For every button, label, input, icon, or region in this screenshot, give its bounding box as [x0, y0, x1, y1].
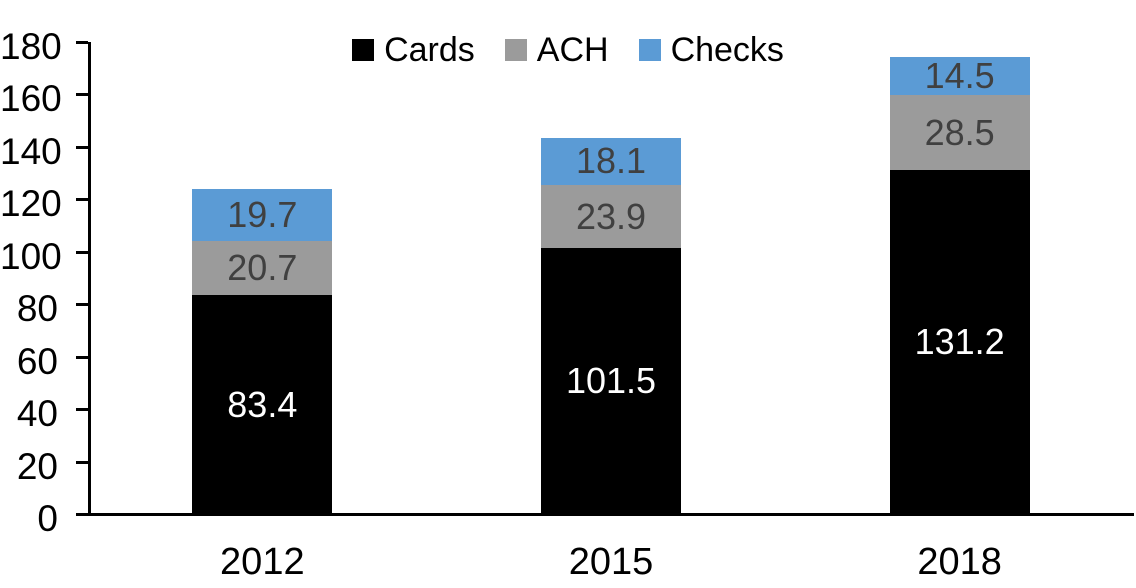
bar-value-label: 18.1	[575, 140, 647, 182]
bar-segment-2018-checks: 14.5	[889, 55, 1030, 97]
bar-value-label: 101.5	[565, 359, 657, 401]
y-tick-label-180: 180	[0, 26, 62, 67]
y-tick-mark-120	[76, 198, 88, 202]
y-tick-label-80: 80	[16, 288, 58, 330]
bar-value-label: 23.9	[575, 195, 647, 237]
y-tick-label-20: 20	[16, 445, 58, 487]
legend-item-ach: ACH	[504, 31, 609, 69]
bar-segment-2018-cards: 131.2	[889, 169, 1030, 514]
bar-segment-2012-cards: 83.4	[192, 295, 333, 514]
bar-value-label: 19.7	[227, 194, 298, 236]
legend-label-cards: Cards	[384, 31, 475, 69]
y-tick-label-40: 40	[16, 393, 58, 435]
legend-label-checks: Checks	[670, 31, 784, 69]
bar-segment-2018-ach: 28.5	[889, 95, 1030, 170]
bar-segment-2015-ach: 23.9	[541, 185, 681, 248]
y-tick-label-120: 120	[0, 183, 62, 225]
legend-item-checks: Checks	[638, 31, 784, 69]
y-tick-mark-140	[76, 145, 88, 149]
y-axis-line	[88, 42, 91, 516]
chart-legend: Cards ACH Checks	[0, 30, 1136, 70]
y-tick-mark-180	[76, 41, 88, 44]
y-tick-label-160: 160	[0, 78, 62, 120]
y-tick-mark-100	[76, 250, 88, 254]
bar-segment-2015-cards: 101.5	[541, 247, 681, 514]
y-tick-label-100: 100	[0, 235, 62, 277]
bar-value-label: 28.5	[924, 111, 995, 153]
y-tick-mark-160	[76, 93, 88, 97]
legend-label-ach: ACH	[536, 31, 609, 69]
legend-item-cards: Cards	[352, 33, 475, 67]
legend-swatch-ach-icon	[504, 39, 527, 61]
bar-segment-2012-ach: 20.7	[192, 241, 333, 296]
bar-value-label: 20.7	[227, 247, 298, 289]
bar-value-label: 14.5	[924, 55, 995, 97]
legend-swatch-checks-icon	[638, 39, 661, 61]
bar-segment-2012-checks: 19.7	[192, 189, 333, 242]
y-tick-mark-80	[76, 303, 88, 307]
bar-value-label: 131.2	[914, 320, 1005, 362]
y-tick-mark-0	[76, 513, 88, 516]
x-axis-line	[76, 513, 1134, 516]
y-tick-label-140: 140	[0, 130, 62, 172]
bar-value-label: 83.4	[227, 383, 298, 425]
x-axis-label-2012: 2012	[220, 541, 305, 583]
y-tick-mark-60	[76, 355, 88, 359]
legend-swatch-cards-icon	[352, 39, 375, 61]
bar-segment-2015-checks: 18.1	[541, 137, 681, 186]
y-tick-label-0: 0	[37, 498, 58, 539]
x-axis-label-2015: 2015	[568, 541, 654, 583]
x-axis-label-2018: 2018	[917, 541, 1002, 583]
y-tick-mark-20	[76, 460, 88, 464]
y-tick-mark-40	[76, 408, 88, 412]
y-tick-label-60: 60	[16, 340, 58, 382]
